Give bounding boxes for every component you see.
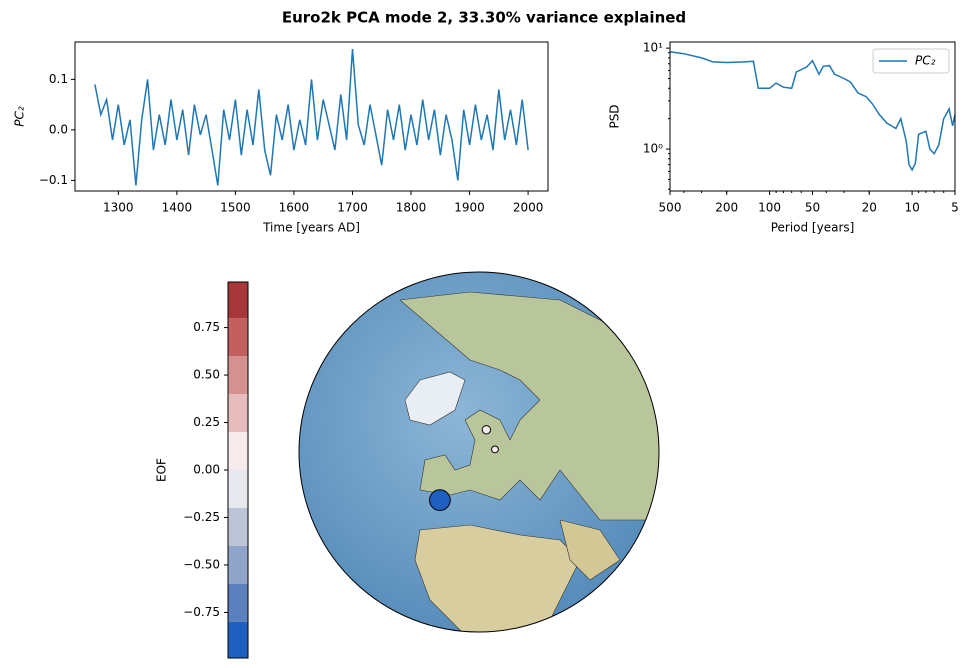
- x-tick-label: 200: [715, 201, 738, 215]
- x-tick-label: 1400: [162, 201, 193, 215]
- legend-label: PC₂: [915, 54, 936, 68]
- colorbar-tick-label: −0.75: [183, 605, 220, 619]
- colorbar-level: [228, 507, 248, 546]
- site-marker: [491, 445, 499, 454]
- colorbar-tick-label: 0.25: [193, 415, 220, 429]
- x-tick-label: 500: [659, 201, 682, 215]
- colorbar-level: [228, 621, 248, 658]
- x-tick-label: 1300: [103, 201, 134, 215]
- colorbar-level: [228, 356, 248, 395]
- x-tick-label: 1700: [337, 201, 368, 215]
- colorbar-tick-label: 0.00: [193, 463, 220, 477]
- plot-area: [669, 51, 956, 172]
- x-tick-label: 50: [805, 201, 820, 215]
- x-tick-label: 5: [951, 201, 959, 215]
- x-tick-label: 20: [862, 201, 877, 215]
- y-tick-label: −0.1: [39, 173, 68, 187]
- x-tick-label: 100: [758, 201, 781, 215]
- colorbar-tick-label: −0.50: [183, 557, 220, 571]
- colorbar-tick-label: 0.50: [193, 368, 220, 382]
- land: [399, 291, 659, 632]
- plot-area: [94, 49, 529, 186]
- colorbar-level: [228, 470, 248, 508]
- colorbar-level: [228, 318, 248, 357]
- y-tick-label: 10⁰: [643, 142, 663, 156]
- globe: [298, 271, 660, 633]
- site-marker: [481, 425, 492, 435]
- colorbar-tick-label: −0.25: [183, 510, 220, 524]
- axes-frame: [74, 41, 549, 192]
- series-line: [94, 49, 529, 186]
- x-tick-label: 1600: [279, 201, 310, 215]
- y-axis-label: PC₂: [13, 106, 27, 127]
- figure-title: Euro2k PCA mode 2, 33.30% variance expla…: [282, 9, 686, 27]
- x-tick-label: 1800: [396, 201, 427, 215]
- y-tick-label: 0.1: [49, 72, 68, 86]
- site-marker: [429, 489, 451, 511]
- y-tick-label: 0.0: [49, 122, 68, 136]
- y-axis-label: PSD: [608, 104, 622, 128]
- axes-frame: [669, 41, 956, 192]
- colorbar-level: [228, 282, 248, 319]
- colorbar-tick-label: 0.75: [193, 320, 220, 334]
- x-tick-label: 1900: [454, 201, 485, 215]
- x-axis-label: Time [years AD]: [262, 221, 360, 235]
- x-tick-label: 2000: [513, 201, 544, 215]
- colorbar-level: [228, 394, 248, 433]
- colorbar-label: EOF: [155, 458, 169, 482]
- colorbar-level: [228, 545, 248, 584]
- colorbar-level: [228, 583, 248, 622]
- y-tick-label: 10¹: [643, 41, 663, 55]
- x-tick-label: 10: [904, 201, 919, 215]
- colorbar-level: [228, 432, 248, 470]
- x-axis-label: Period [years]: [771, 221, 855, 235]
- legend-frame: [872, 48, 950, 74]
- globe-outline: [298, 271, 660, 633]
- series-line: [669, 51, 956, 172]
- x-tick-label: 1500: [220, 201, 251, 215]
